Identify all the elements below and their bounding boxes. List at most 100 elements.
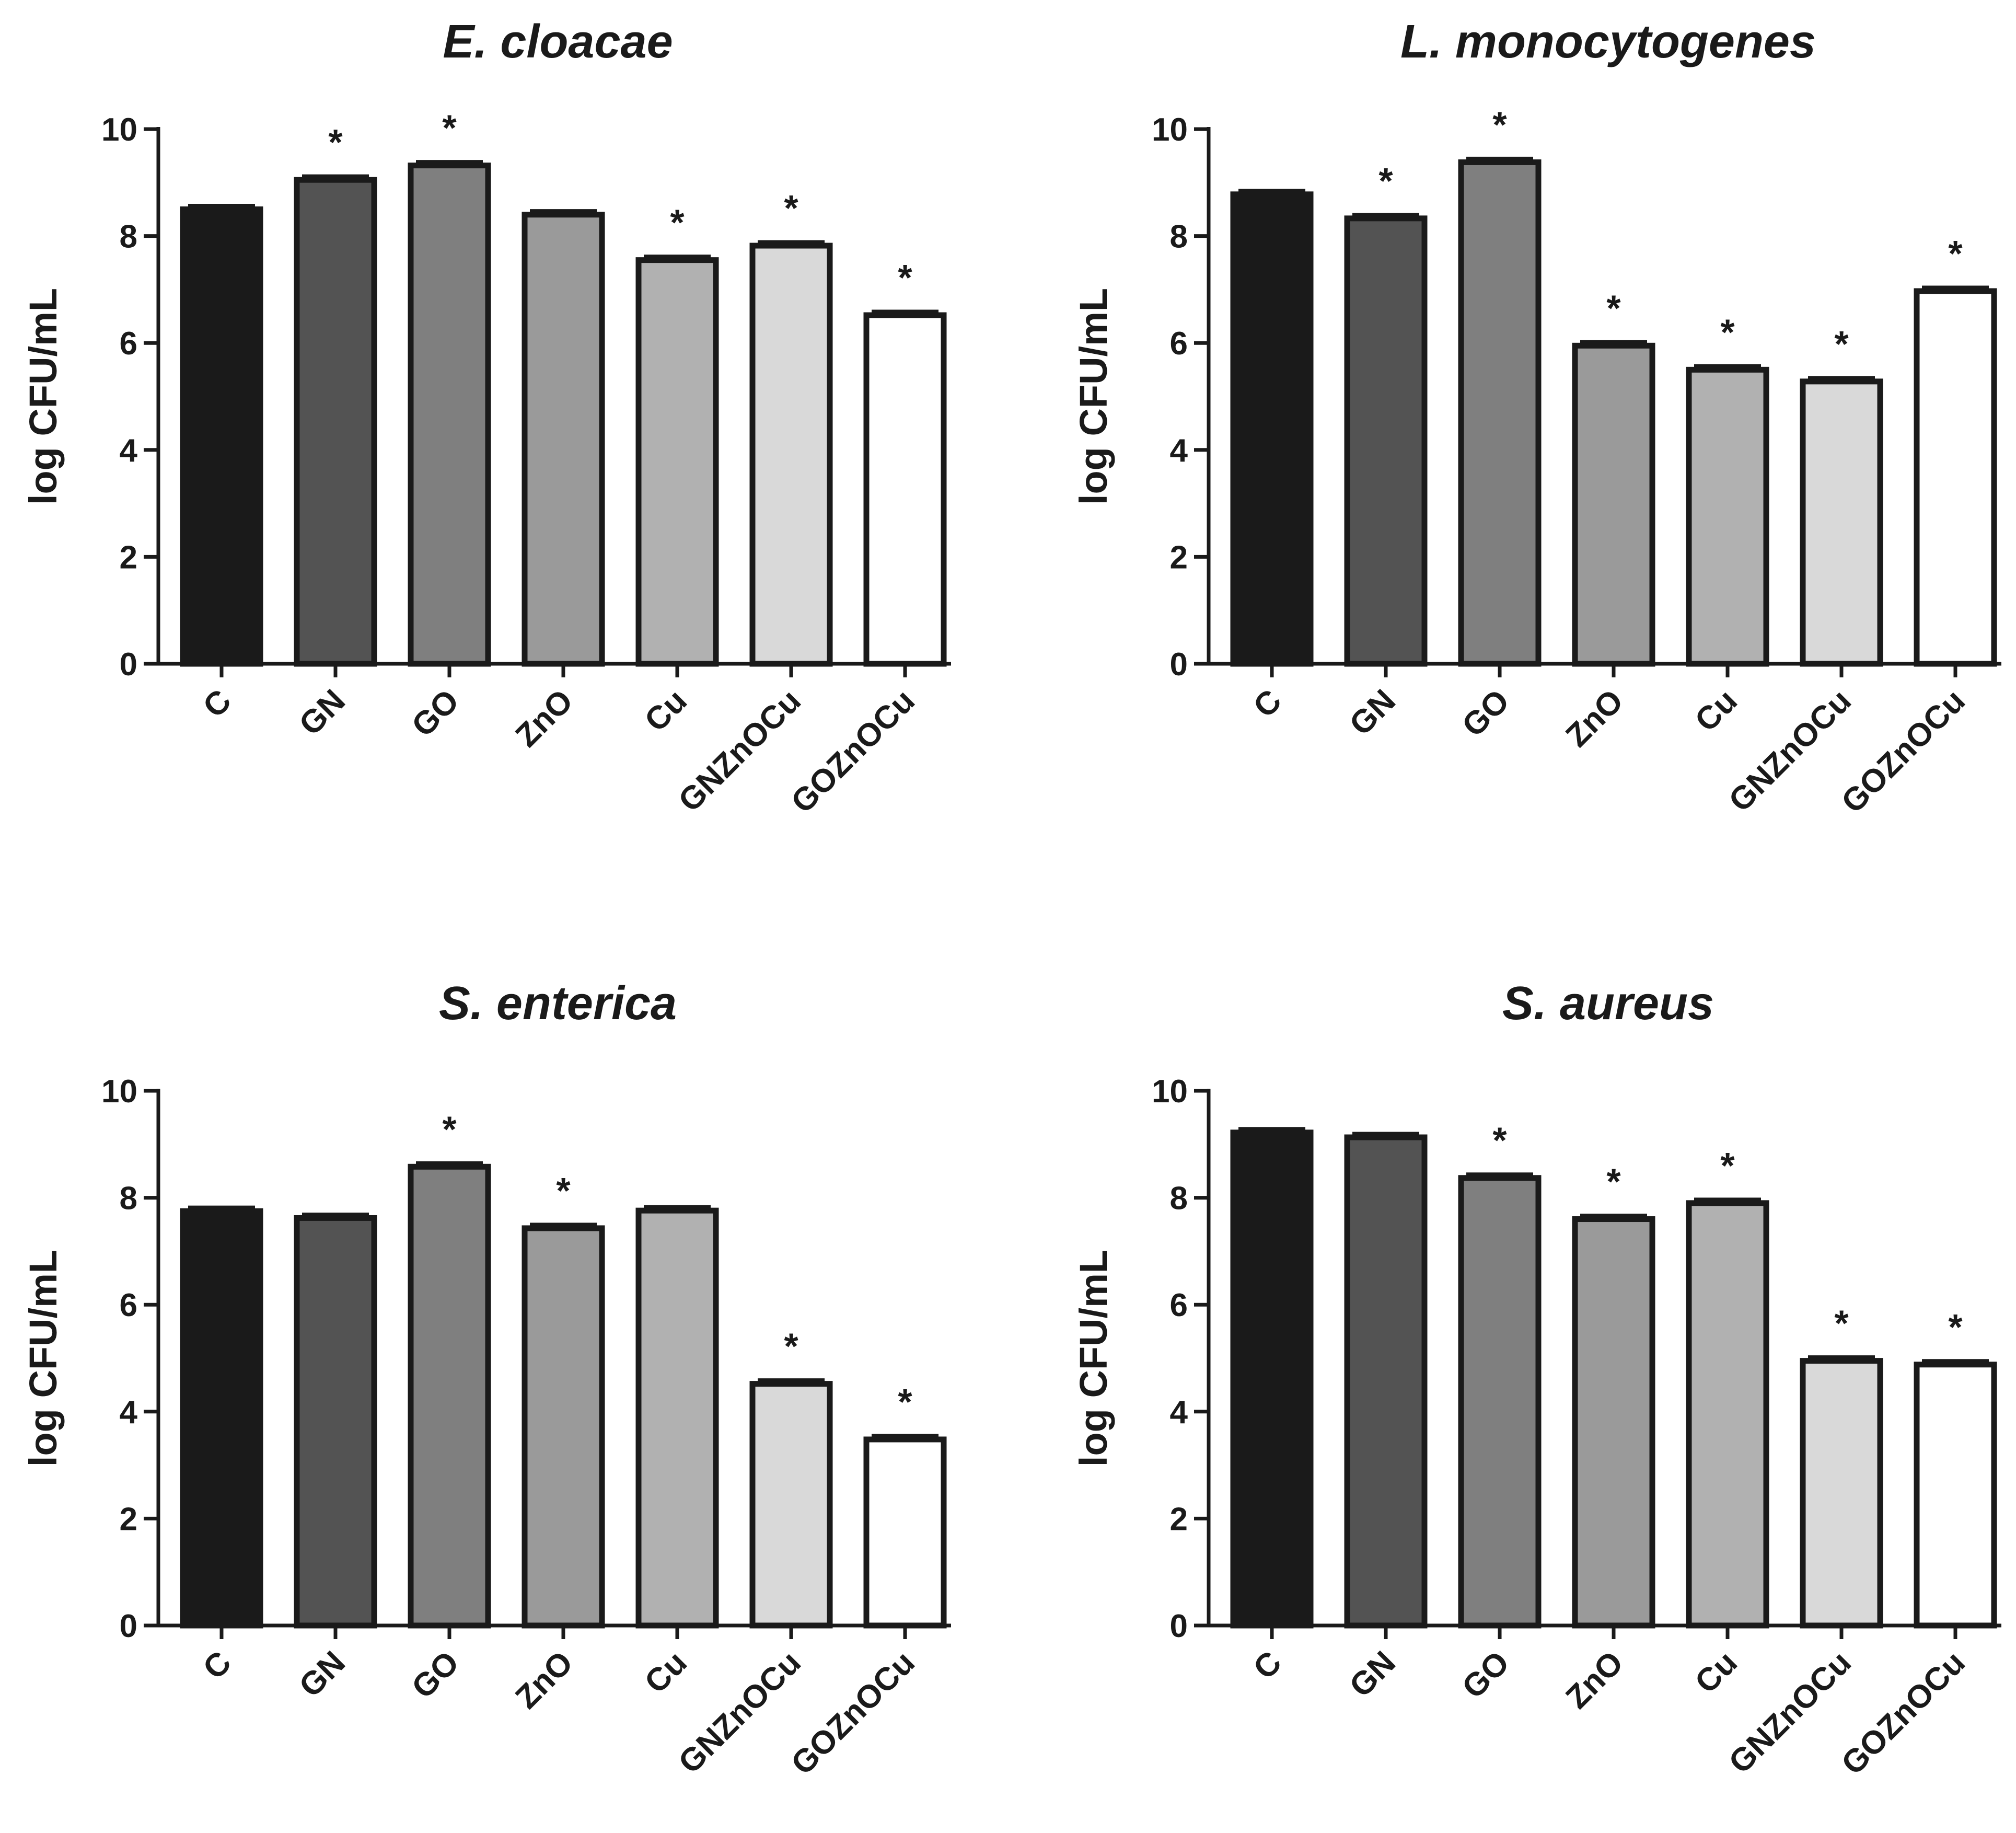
y-tick-label: 4: [120, 1394, 138, 1431]
bar-gnznocu: [749, 1381, 833, 1629]
significance-marker: *: [784, 1326, 798, 1367]
y-tick-label: 0: [1170, 647, 1188, 683]
significance-marker: *: [1606, 287, 1621, 328]
y-tick-label: 10: [1152, 112, 1188, 148]
y-tick-label: 6: [1170, 1287, 1188, 1323]
chart-title: S. aureus: [1502, 977, 1714, 1030]
significance-marker: *: [898, 1381, 912, 1422]
significance-marker: *: [670, 202, 685, 243]
bar-zno: [1572, 1216, 1655, 1629]
significance-marker: *: [1606, 1161, 1621, 1202]
y-tick-label: 2: [1170, 1501, 1188, 1537]
bar-goznocu: [1914, 288, 1997, 667]
bar-go: [1458, 1175, 1542, 1629]
significance-marker: *: [1720, 1145, 1735, 1186]
y-tick-label: 10: [101, 1074, 137, 1110]
y-tick-label: 6: [120, 1287, 137, 1323]
significance-marker: *: [442, 108, 457, 148]
x-tick-label: ZnO: [508, 1644, 580, 1715]
x-tick-label: ZnO: [1559, 683, 1630, 754]
y-tick-label: 4: [120, 433, 138, 469]
bar-goznocu: [1914, 1362, 1997, 1629]
bar-zno: [1572, 342, 1655, 667]
significance-marker: *: [784, 188, 798, 228]
bar-cu: [635, 1207, 719, 1629]
x-tick-label: GO: [1455, 683, 1516, 744]
y-tick-label: 8: [120, 1181, 137, 1217]
bar-goznocu: [863, 1436, 947, 1629]
y-tick-label: 0: [1170, 1608, 1188, 1644]
bar-go: [408, 163, 491, 667]
y-tick-label: 6: [120, 326, 137, 362]
x-tick-label: C: [1246, 1644, 1288, 1686]
y-tick-label: 0: [120, 647, 137, 683]
significance-marker: *: [442, 1109, 457, 1149]
significance-marker: *: [1492, 1120, 1507, 1161]
x-tick-label: GN: [292, 683, 352, 743]
significance-marker: *: [898, 257, 912, 298]
bar-c: [180, 206, 263, 667]
x-tick-label: C: [1246, 683, 1288, 724]
x-tick-label: GOZnOCu: [1835, 1644, 1972, 1782]
significance-marker: *: [1720, 312, 1735, 352]
chart-title: E. cloacae: [443, 16, 673, 68]
y-tick-label: 0: [120, 1608, 137, 1644]
x-tick-label: GN: [1342, 683, 1403, 743]
y-axis-label: log CFU/mL: [21, 288, 65, 505]
x-tick-label: GN: [1342, 1644, 1403, 1704]
chart-panel-3: S. aureus log CFU/mL * * * * * 0 2 4 6 8 10 C GN GO ZnO C…: [1072, 977, 2001, 1782]
x-tick-label: GO: [405, 1644, 466, 1705]
bar-goznocu: [863, 312, 947, 667]
x-tick-label: C: [196, 1644, 238, 1686]
y-tick-label: 2: [120, 1501, 137, 1537]
significance-marker: *: [1948, 233, 1963, 274]
y-tick-label: 10: [101, 112, 137, 148]
y-tick-label: 10: [1152, 1074, 1188, 1110]
bar-gn: [294, 177, 377, 667]
significance-marker: *: [556, 1170, 571, 1211]
y-tick-label: 8: [1170, 1181, 1188, 1217]
y-tick-label: 8: [120, 219, 137, 255]
x-tick-label: GOZnOCu: [784, 683, 922, 820]
y-tick-label: 4: [1170, 1394, 1188, 1431]
bar-c: [1230, 191, 1314, 667]
significance-marker: *: [328, 122, 343, 163]
bar-gnznocu: [1800, 1358, 1883, 1629]
y-tick-label: 6: [1170, 326, 1188, 362]
significance-marker: *: [1378, 160, 1393, 201]
y-axis-label: log CFU/mL: [21, 1250, 65, 1467]
y-tick-label: 8: [1170, 219, 1188, 255]
x-tick-label: Cu: [1688, 1644, 1744, 1700]
bar-gnznocu: [1800, 378, 1883, 667]
bar-gn: [294, 1215, 377, 1629]
x-tick-label: ZnO: [508, 683, 580, 754]
x-tick-label: GOZnOCu: [1835, 683, 1972, 820]
bar-c: [1230, 1129, 1314, 1629]
bar-go: [408, 1163, 491, 1629]
chart-title: L. monocytogenes: [1400, 16, 1816, 68]
x-tick-label: ZnO: [1559, 1644, 1630, 1715]
chart-title: S. enterica: [439, 977, 677, 1030]
significance-marker: *: [1834, 1303, 1849, 1344]
significance-marker: *: [1948, 1307, 1963, 1347]
bar-cu: [1686, 366, 1769, 667]
bar-gn: [1344, 215, 1428, 667]
x-tick-label: GN: [292, 1644, 352, 1704]
bar-cu: [635, 257, 719, 667]
y-tick-label: 2: [1170, 539, 1188, 575]
bar-gnznocu: [749, 243, 833, 667]
x-tick-label: Cu: [638, 683, 694, 739]
significance-marker: *: [1834, 324, 1849, 364]
x-tick-label: C: [196, 683, 238, 724]
chart-panel-1: L. monocytogenes log CFU/mL * * * * * * 0 2 4 6 8 10 C…: [1072, 16, 2001, 820]
bar-cu: [1686, 1200, 1769, 1629]
x-tick-label: GOZnOCu: [784, 1644, 922, 1782]
bar-zno: [522, 212, 605, 667]
bar-go: [1458, 159, 1542, 667]
bar-c: [180, 1208, 263, 1629]
bar-zno: [522, 1225, 605, 1629]
y-axis-label: log CFU/mL: [1072, 1250, 1115, 1467]
